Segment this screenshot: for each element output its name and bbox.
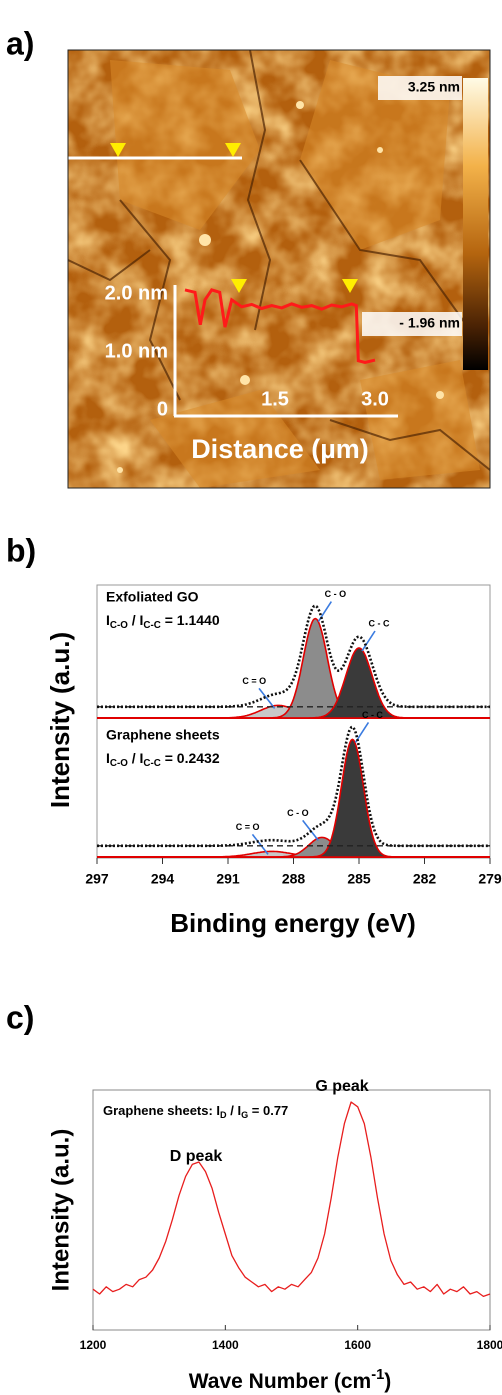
ratio-label: IC-O / IC-C = 0.2432 — [106, 750, 220, 769]
text-run: / I — [128, 750, 144, 766]
peak-label: D peak — [170, 1148, 223, 1165]
text-run: D — [220, 1110, 227, 1120]
marker — [110, 143, 126, 157]
x-tick-label: 279 — [478, 871, 502, 887]
peak-label: C - O — [325, 589, 347, 599]
text-run: C-C — [143, 620, 160, 631]
x-axis-label: Distance (µm) — [191, 434, 369, 464]
spectrum-name: Exfoliated GO — [106, 589, 199, 605]
text-run: = 0.77 — [248, 1103, 288, 1118]
envelope — [97, 604, 490, 709]
arrow — [258, 687, 276, 709]
text-run: I — [106, 612, 110, 628]
peak — [97, 617, 490, 719]
x-tick-label: 294 — [151, 871, 175, 887]
arrow — [317, 601, 333, 623]
arrow — [361, 630, 376, 652]
x-tick-label: 291 — [216, 871, 240, 887]
text-run: C-C — [143, 758, 160, 769]
peak-label: C - C — [369, 618, 390, 628]
profile-line — [184, 288, 376, 364]
profile-inset: 0 1.0 nm 2.0 nm 1.5 3.0 Distance (µm) — [105, 282, 398, 464]
text-run: G — [241, 1110, 248, 1120]
text-run: = 1.1440 — [161, 612, 220, 628]
peak-label: C - O — [287, 808, 309, 818]
colorbar-min: - 1.96 nm — [399, 315, 460, 331]
arrow — [354, 721, 370, 743]
x-tick-label: 1200 — [80, 1338, 107, 1352]
x-tick-label: 1600 — [344, 1338, 371, 1352]
x-tick-label: 282 — [413, 871, 437, 887]
y-tick-label: 0 — [157, 398, 168, 420]
peak-label: C - C — [362, 710, 383, 720]
panel-label: b) — [6, 532, 36, 568]
text-run: Wave Number (cm — [189, 1370, 371, 1393]
x-axis-label: Wave Number (cm-1) — [189, 1367, 392, 1393]
text-run: Graphene sheets: I — [103, 1103, 220, 1118]
y-axis-label: Intensity (a.u.) — [45, 632, 75, 808]
peak-label: G peak — [315, 1078, 368, 1095]
spectrum-line — [92, 1101, 491, 1298]
text-run: C-O — [110, 758, 128, 769]
x-tick-label: 1800 — [477, 1338, 502, 1352]
text-run: ) — [384, 1370, 391, 1393]
y-tick-label: 1.0 nm — [105, 340, 168, 362]
ratio-label: IC-O / IC-C = 1.1440 — [106, 612, 220, 631]
x-tick-label: 3.0 — [361, 388, 389, 410]
x-tick-label: 285 — [347, 871, 371, 887]
plot-frame — [92, 1089, 491, 1331]
arrow — [251, 833, 269, 855]
image-frame — [67, 49, 491, 489]
y-tick-label: 2.0 nm — [105, 282, 168, 304]
text-run: C-O — [110, 620, 128, 631]
envelope — [97, 725, 490, 848]
marker — [231, 279, 247, 293]
text-run: I — [106, 750, 110, 766]
panel-label: a) — [6, 25, 34, 61]
x-tick-label: 288 — [282, 871, 306, 887]
peak-label: C = O — [242, 676, 266, 686]
peak-label: C = O — [236, 822, 260, 832]
panel-label: c) — [6, 999, 34, 1035]
marker — [342, 279, 358, 293]
y-axis-label: Intensity (a.u.) — [47, 1129, 74, 1292]
afm-image — [68, 50, 490, 488]
x-tick-label: 297 — [85, 871, 109, 887]
peak — [97, 738, 490, 858]
text-run: -1 — [371, 1367, 384, 1383]
colorbar — [463, 78, 488, 370]
text-run: / I — [128, 612, 144, 628]
text-run: / I — [227, 1103, 241, 1118]
colorbar-max: 3.25 nm — [408, 79, 460, 95]
marker — [225, 143, 241, 157]
annotation: Graphene sheets: ID / IG = 0.77 — [103, 1103, 288, 1120]
x-tick-label: 1.5 — [261, 388, 289, 410]
spectrum-name: Graphene sheets — [106, 727, 220, 743]
x-axis-label: Binding energy (eV) — [170, 908, 416, 938]
x-tick-label: 1400 — [212, 1338, 239, 1352]
peak — [97, 647, 490, 719]
text-run: = 0.2432 — [161, 750, 220, 766]
